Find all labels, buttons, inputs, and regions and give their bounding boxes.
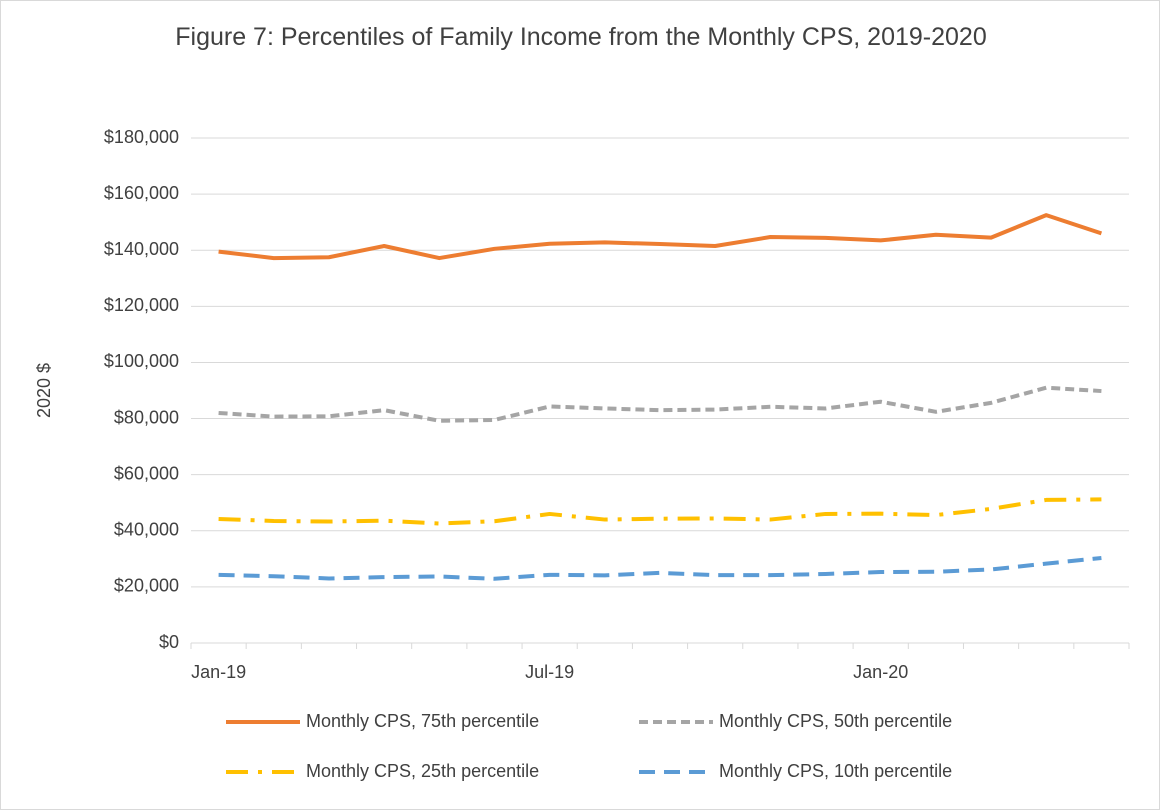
chart-title: Figure 7: Percentiles of Family Income f… <box>175 23 987 51</box>
series-line <box>218 556 1102 581</box>
y-tick-label: $140,000 <box>104 239 179 259</box>
y-tick-label: $60,000 <box>114 463 179 483</box>
series-line <box>218 213 1103 261</box>
y-axis-label: 2020 $ <box>34 363 54 418</box>
x-tick-label: Jan-19 <box>191 662 246 682</box>
legend-label: Monthly CPS, 25th percentile <box>306 761 539 781</box>
y-tick-label: $0 <box>159 632 179 652</box>
y-tick-label: $120,000 <box>104 295 179 315</box>
x-tick-label: Jul-19 <box>525 662 574 682</box>
y-tick-label: $180,000 <box>104 127 179 147</box>
y-tick-label: $160,000 <box>104 183 179 203</box>
y-tick-label: $20,000 <box>114 576 179 596</box>
y-tick-label: $40,000 <box>114 520 179 540</box>
legend-label: Monthly CPS, 75th percentile <box>306 711 539 731</box>
y-tick-label: $100,000 <box>104 351 179 371</box>
legend-label: Monthly CPS, 50th percentile <box>719 711 952 731</box>
series-line <box>218 385 1102 423</box>
series-line <box>218 497 1102 526</box>
legend-label: Monthly CPS, 10th percentile <box>719 761 952 781</box>
y-tick-label: $80,000 <box>114 407 179 427</box>
x-tick-label: Jan-20 <box>853 662 908 682</box>
